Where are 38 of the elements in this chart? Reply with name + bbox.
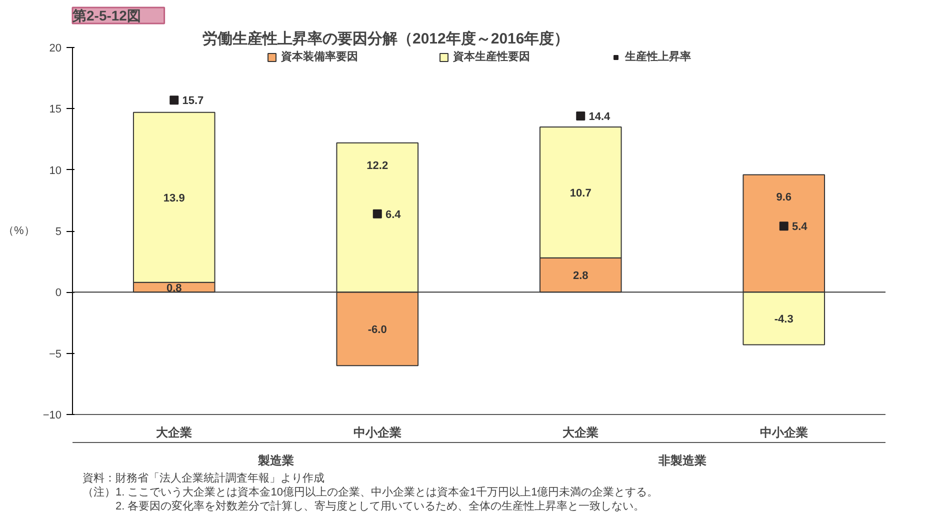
text: 非製造業 xyxy=(657,454,706,468)
y-axis-title: （%） xyxy=(3,225,35,237)
chart-title: 労働生産性上昇率の要因分解（2012年度～2016年度） xyxy=(202,30,570,48)
y-tick-label: 15 xyxy=(49,104,62,116)
text: 資料：財務省「法人企業統計調査年報」より作成 xyxy=(82,472,324,484)
chart-subtitle: 第2-5-12図 xyxy=(72,8,141,24)
x-tick-label: 大企業 xyxy=(562,426,599,440)
y-tick-label: 0 xyxy=(55,287,62,300)
legend-label: 資本生産性要因 xyxy=(453,50,530,64)
data-label: 0.8 xyxy=(166,282,182,294)
point xyxy=(372,209,382,218)
text: （注）1. ここでいう大企業とは資本金10億円以上の企業、中小企業とは資本金1千万円以上1億円未満の企業とする。 xyxy=(82,486,658,498)
data-label: 12.2 xyxy=(366,160,388,172)
text: 製造業 xyxy=(256,454,294,468)
x-tick-label: 中小企業 xyxy=(760,426,808,440)
point xyxy=(170,96,179,105)
data-label: -4.3 xyxy=(774,313,794,326)
y-tick-label: −10 xyxy=(42,410,62,422)
text: 2. 各要因の変化率を対数差分で計算し、寄与度として用いているため、全体の生産性上昇率と一致しない。 xyxy=(82,500,645,512)
y-tick-label: 20 xyxy=(49,42,62,54)
data-label: 2.8 xyxy=(572,270,588,282)
x-tick-label: 中小企業 xyxy=(353,426,402,440)
data-label: 13.9 xyxy=(163,192,185,204)
data-label: 14.4 xyxy=(588,111,612,124)
y-tick-label: 10 xyxy=(49,164,62,177)
point xyxy=(779,222,788,231)
legend-label: 生産性上昇率 xyxy=(625,50,691,64)
data-label: 6.4 xyxy=(386,208,402,221)
data-label: 15.7 xyxy=(182,95,204,108)
data-label: 10.7 xyxy=(570,187,592,200)
data-label: 9.6 xyxy=(776,192,792,204)
y-tick-label: −5 xyxy=(48,348,62,360)
legend-label: 資本装備率要因 xyxy=(281,50,358,64)
data-label: -6.0 xyxy=(368,324,387,336)
y-tick-label: 5 xyxy=(55,226,62,238)
point xyxy=(576,112,586,121)
data-label: 5.4 xyxy=(792,221,808,234)
x-tick-label: 大企業 xyxy=(156,426,192,440)
